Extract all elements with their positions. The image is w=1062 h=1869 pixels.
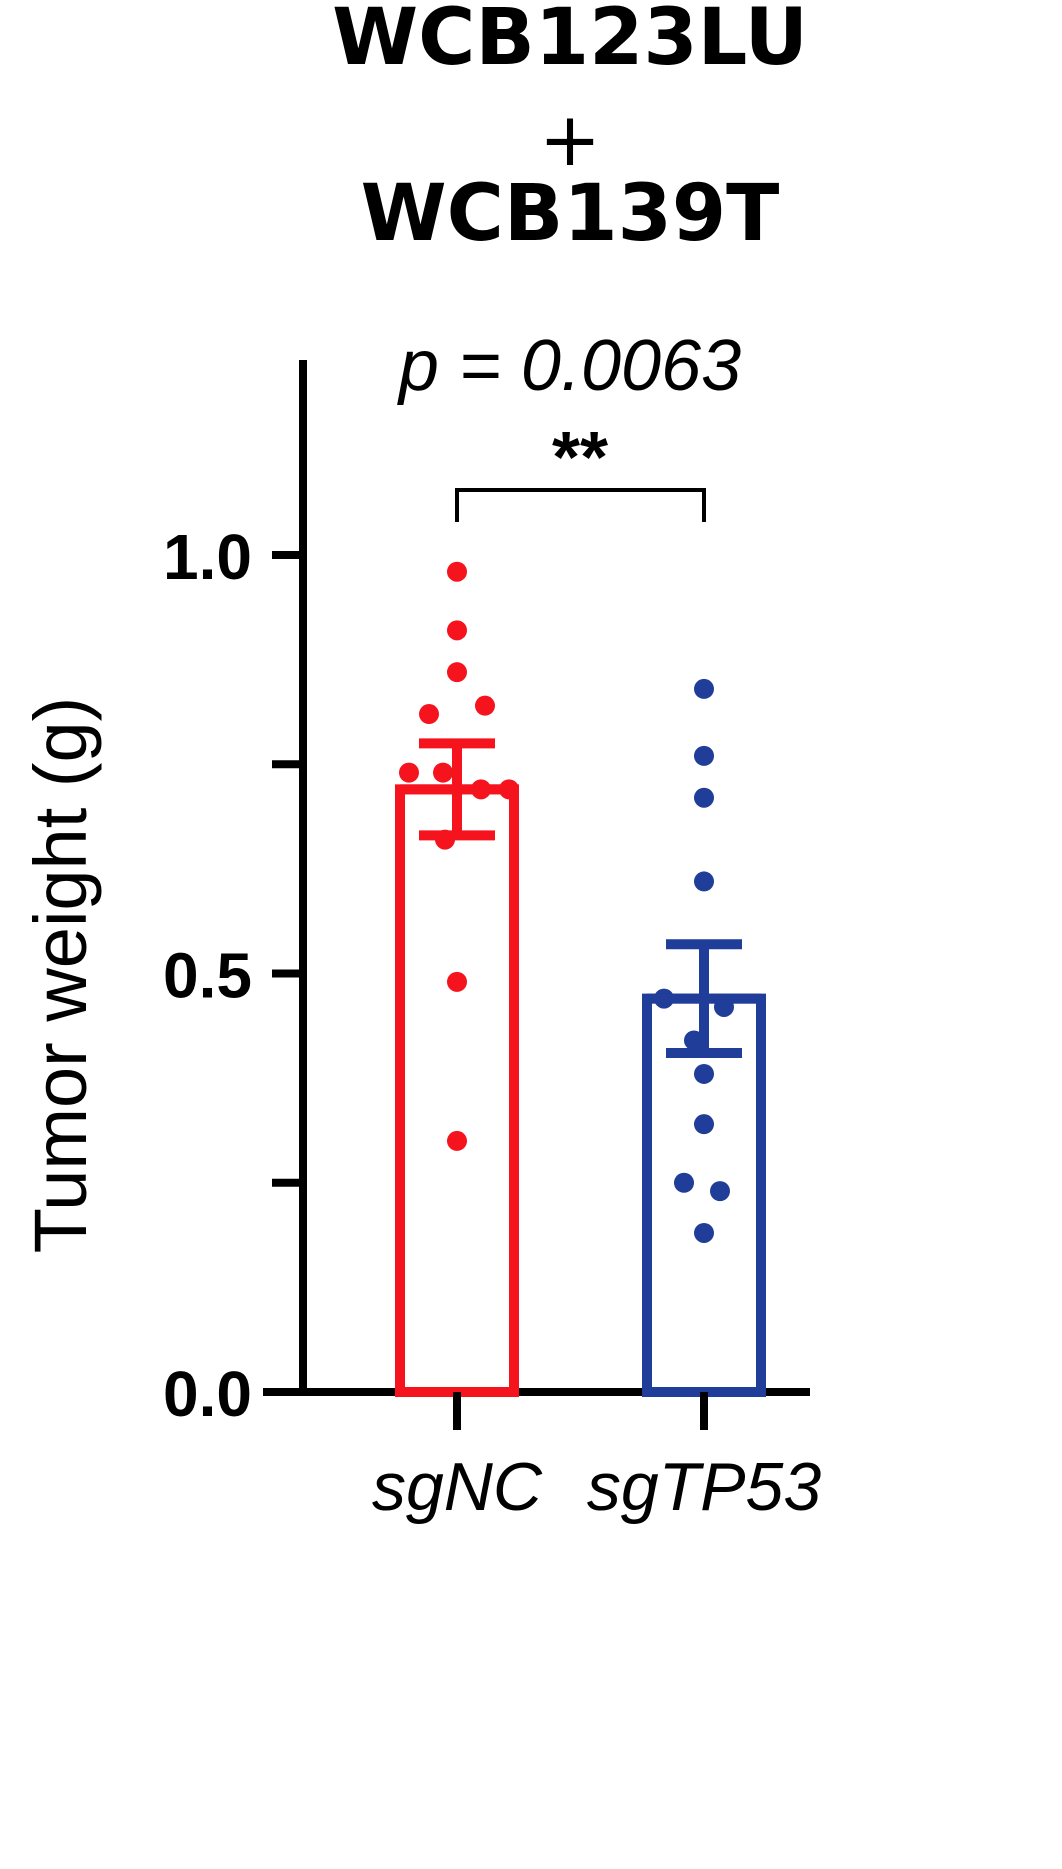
data-point — [710, 1181, 730, 1202]
data-point — [447, 971, 467, 992]
data-point — [694, 745, 714, 766]
data-point — [694, 871, 714, 892]
x-tick-label-sgTP53: sgTP53 — [587, 1449, 822, 1525]
data-point — [447, 561, 467, 582]
data-point — [447, 1130, 467, 1151]
data-point — [447, 662, 467, 683]
x-tick-label-sgNC: sgNC — [372, 1449, 543, 1525]
p-value-annotation: p = 0.0063 — [397, 326, 741, 406]
significance-stars: ** — [552, 418, 608, 498]
data-point — [447, 620, 467, 641]
y-tick-label: 0.5 — [163, 940, 252, 1012]
chart-title-line-2: + — [539, 97, 601, 183]
x-ticks: sgNC sgTP53 — [372, 1392, 821, 1525]
bar-sgNC — [395, 784, 519, 1397]
error-bars — [400, 738, 761, 1059]
data-point — [694, 1222, 714, 1243]
data-points — [399, 561, 734, 1243]
y-tick-label: 0.0 — [163, 1358, 252, 1430]
chart-title-line-1: WCB123LU — [332, 0, 808, 83]
data-point — [694, 1114, 714, 1135]
data-point — [419, 704, 439, 725]
y-axis-label: Tumor weight (g) — [19, 697, 102, 1254]
data-point — [674, 1172, 694, 1193]
chart-title-line-3: WCB139T — [361, 169, 780, 259]
data-point — [399, 762, 419, 783]
data-point — [694, 1063, 714, 1084]
significance-bracket — [455, 488, 706, 522]
data-point — [694, 787, 714, 808]
y-tick-label: 1.0 — [163, 521, 252, 593]
y-ticks: 0.0 0.5 1.0 — [163, 521, 303, 1430]
data-point — [694, 678, 714, 699]
data-point — [433, 762, 453, 783]
data-point — [475, 695, 495, 716]
